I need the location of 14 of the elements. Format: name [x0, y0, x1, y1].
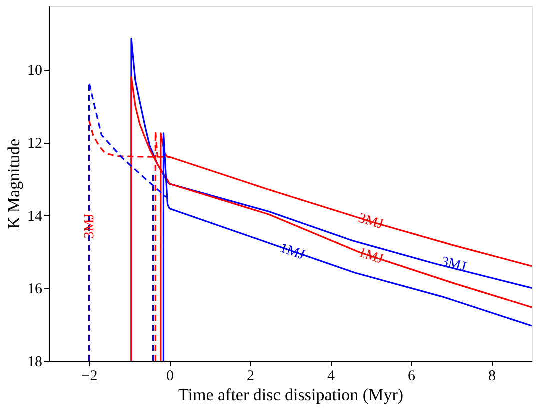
- x-tick-label: 2: [247, 368, 254, 384]
- y-tick-label: 10: [28, 63, 42, 80]
- annotation: 3MJ: [82, 213, 98, 239]
- y-axis-title: K Magnitude: [4, 138, 24, 230]
- x-tick-label: −2: [82, 368, 98, 384]
- x-tick-label: 6: [408, 368, 416, 384]
- x-tick-label: 0: [166, 368, 174, 384]
- y-tick-label: 18: [28, 354, 42, 370]
- y-tick-label: 12: [28, 136, 42, 152]
- y-tick-label: 14: [28, 208, 43, 225]
- x-tick-label: 8: [488, 368, 496, 384]
- x-axis-title: Time after disc dissipation (Myr): [178, 386, 404, 404]
- x-tick-label: 4: [328, 368, 336, 384]
- y-tick-label: 16: [28, 282, 43, 298]
